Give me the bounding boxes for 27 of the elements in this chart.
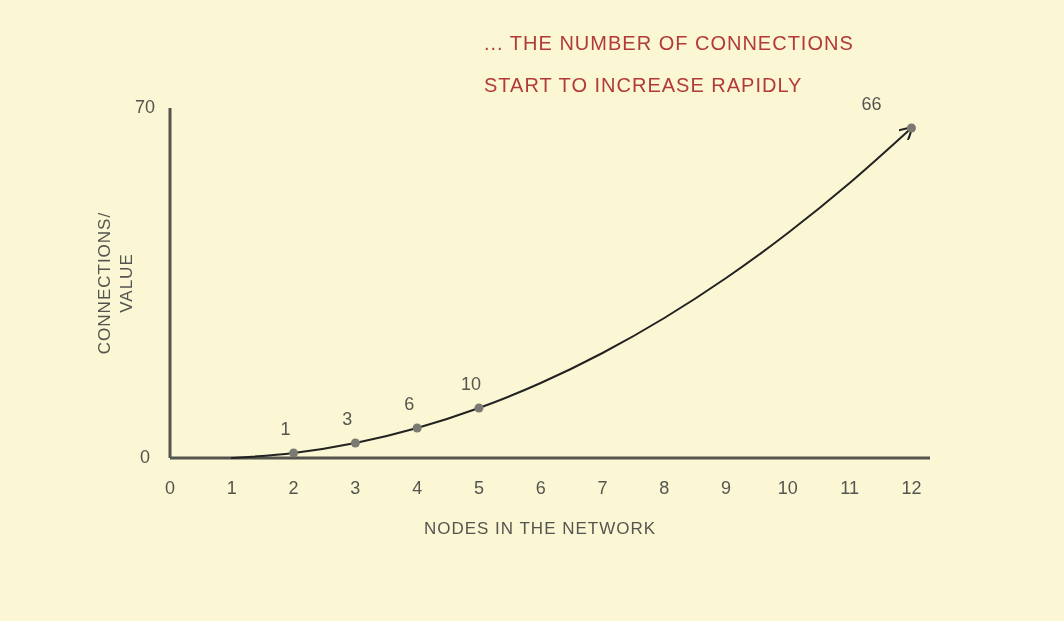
point [289,448,299,458]
x-tick-label: 8 [659,478,670,498]
data-label: 1 [280,419,291,439]
x-tick-label: 4 [412,478,423,498]
x-tick-label: 7 [597,478,608,498]
x-tick-label: 5 [473,478,484,498]
x-tick-label: 6 [535,478,546,498]
x-tick-label: 2 [288,478,299,498]
y-tick-label: 70 [134,96,156,117]
x-tick-label: 0 [164,478,176,498]
data-label: 3 [342,409,353,429]
x-tick-label: 9 [721,478,732,498]
y-axis-title: CONNECTIONS/ VALUE [95,211,136,355]
x-tick-label: 3 [350,478,361,498]
x-tick-label: 12 [901,478,922,498]
text: ... THE NUMBER OF CONNECTIONS START TO INCREASE RAPIDLY [484,32,854,96]
point [412,423,422,433]
data-label: 6 [404,394,415,414]
data-label: 10 [460,374,481,394]
x-tick-label: 10 [777,478,798,498]
point [350,438,360,448]
point [906,123,916,133]
x-tick-label: 1 [226,478,237,498]
data-label: 66 [861,94,882,114]
point [474,403,484,413]
x-axis-title: NODES IN THE NETWORK [423,519,657,538]
x-tick-label: 11 [840,478,860,498]
